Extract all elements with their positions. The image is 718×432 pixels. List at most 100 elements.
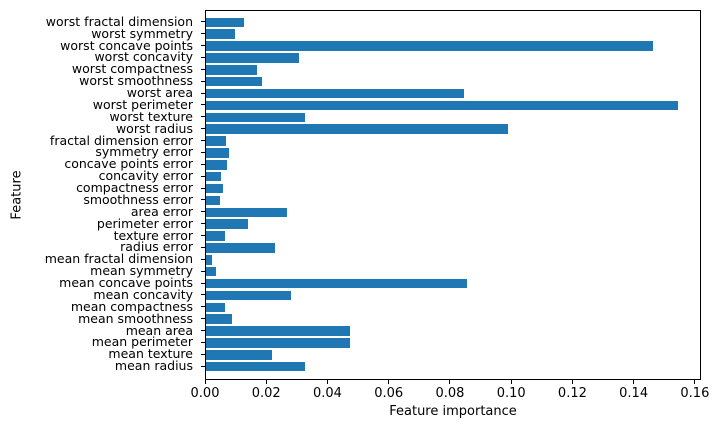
y-tick-mark bbox=[201, 187, 205, 189]
y-tick-mark bbox=[201, 68, 205, 70]
y-tick-mark bbox=[201, 341, 205, 343]
y-tick-mark bbox=[201, 235, 205, 237]
bar bbox=[206, 207, 288, 218]
y-tick-label: worst perimeter bbox=[92, 96, 193, 112]
y-tick-mark bbox=[201, 282, 205, 284]
y-tick-label: worst concavity bbox=[94, 49, 193, 65]
x-tick-mark bbox=[449, 380, 451, 384]
y-tick-mark bbox=[201, 294, 205, 296]
y-tick-mark bbox=[201, 353, 205, 355]
y-tick-mark bbox=[201, 223, 205, 225]
y-tick-label: fractal dimension error bbox=[49, 132, 193, 148]
y-tick-label: concavity error bbox=[98, 168, 193, 184]
bar bbox=[206, 112, 305, 123]
x-tick-mark bbox=[694, 380, 696, 384]
y-tick-mark bbox=[201, 163, 205, 165]
y-tick-mark bbox=[201, 116, 205, 118]
bar bbox=[206, 183, 224, 194]
x-axis-label: Feature importance bbox=[389, 404, 517, 419]
bar bbox=[206, 350, 272, 360]
y-tick-label: worst smoothness bbox=[79, 73, 193, 89]
y-tick-mark bbox=[201, 330, 205, 332]
y-tick-label: worst area bbox=[126, 85, 193, 101]
y-tick-label: smoothness error bbox=[83, 191, 193, 207]
x-tick-label: 0.08 bbox=[435, 386, 465, 401]
bar bbox=[206, 302, 225, 313]
bar bbox=[206, 160, 228, 170]
y-tick-mark bbox=[201, 306, 205, 308]
x-tick-mark bbox=[633, 380, 635, 384]
y-tick-label: area error bbox=[130, 203, 193, 219]
x-tick-mark bbox=[204, 380, 206, 384]
y-tick-mark bbox=[201, 258, 205, 260]
bar bbox=[206, 314, 232, 324]
bar bbox=[206, 88, 464, 99]
bar bbox=[206, 53, 299, 63]
x-tick-label: 0.14 bbox=[619, 386, 649, 401]
y-tick-mark bbox=[201, 104, 205, 106]
y-tick-mark bbox=[201, 246, 205, 248]
bar bbox=[206, 17, 244, 28]
y-tick-label: mean perimeter bbox=[91, 334, 193, 350]
y-tick-label: worst texture bbox=[109, 108, 193, 124]
bar bbox=[206, 136, 226, 146]
y-tick-label: mean smoothness bbox=[78, 310, 193, 326]
y-tick-mark bbox=[201, 199, 205, 201]
x-tick-mark bbox=[265, 380, 267, 384]
bar bbox=[206, 148, 230, 158]
y-tick-mark bbox=[201, 45, 205, 47]
bar bbox=[206, 326, 350, 336]
plot-area bbox=[205, 10, 701, 380]
x-tick-label: 0.16 bbox=[680, 386, 710, 401]
y-tick-mark bbox=[201, 128, 205, 130]
x-tick-label: 0.00 bbox=[190, 386, 220, 401]
y-tick-label: mean fractal dimension bbox=[44, 251, 193, 267]
y-tick-mark bbox=[201, 80, 205, 82]
y-tick-label: mean compactness bbox=[70, 298, 193, 314]
y-tick-mark bbox=[201, 151, 205, 153]
y-tick-label: compactness error bbox=[76, 180, 193, 196]
y-tick-mark bbox=[201, 92, 205, 94]
bar bbox=[206, 65, 258, 75]
bar bbox=[206, 290, 291, 301]
y-tick-label: symmetry error bbox=[95, 144, 193, 160]
y-tick-label: mean symmetry bbox=[90, 263, 193, 279]
y-tick-mark bbox=[201, 211, 205, 213]
x-tick-label: 0.10 bbox=[496, 386, 526, 401]
bar bbox=[206, 100, 678, 111]
y-tick-mark bbox=[201, 318, 205, 320]
y-tick-mark bbox=[201, 270, 205, 272]
y-tick-label: worst radius bbox=[115, 120, 193, 136]
y-tick-label: mean concave points bbox=[59, 275, 193, 291]
y-tick-label: mean area bbox=[125, 322, 193, 338]
bar bbox=[206, 231, 225, 241]
bar bbox=[206, 41, 654, 51]
bar bbox=[206, 278, 467, 289]
x-tick-label: 0.04 bbox=[312, 386, 342, 401]
y-tick-mark bbox=[201, 365, 205, 367]
y-tick-label: texture error bbox=[113, 227, 193, 243]
y-tick-mark bbox=[201, 175, 205, 177]
x-tick-mark bbox=[510, 380, 512, 384]
y-tick-label: perimeter error bbox=[96, 215, 193, 231]
y-tick-label: worst compactness bbox=[71, 61, 193, 77]
bar bbox=[206, 338, 350, 348]
y-tick-mark bbox=[201, 33, 205, 35]
bar bbox=[206, 171, 222, 182]
y-tick-label: mean radius bbox=[114, 358, 193, 374]
bar bbox=[206, 195, 220, 206]
y-tick-label: mean concavity bbox=[93, 286, 193, 302]
x-tick-mark bbox=[326, 380, 328, 384]
bar bbox=[206, 255, 212, 265]
x-tick-mark bbox=[388, 380, 390, 384]
y-tick-label: worst concave points bbox=[60, 37, 193, 53]
y-tick-mark bbox=[201, 56, 205, 58]
x-tick-mark bbox=[571, 380, 573, 384]
x-tick-label: 0.02 bbox=[251, 386, 281, 401]
bar bbox=[206, 124, 509, 134]
y-tick-label: mean texture bbox=[108, 346, 193, 362]
bar bbox=[206, 243, 275, 253]
bar bbox=[206, 219, 248, 229]
y-tick-label: worst symmetry bbox=[91, 25, 193, 41]
